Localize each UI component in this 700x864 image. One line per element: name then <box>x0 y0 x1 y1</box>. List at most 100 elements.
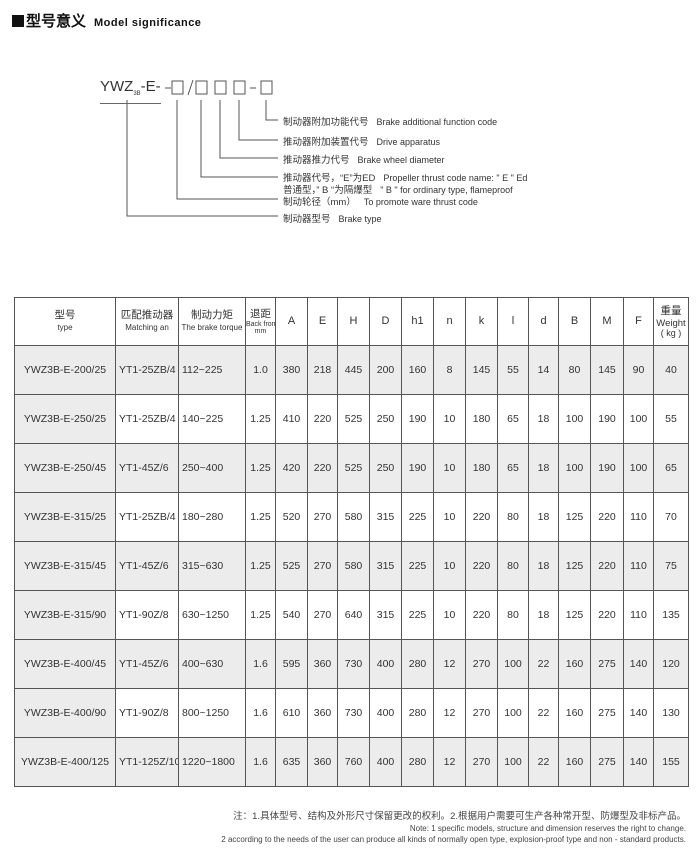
value-cell: 135 <box>653 590 689 640</box>
value-cell: 125 <box>558 590 591 640</box>
value-cell: 225 <box>401 590 434 640</box>
value-cell: 155 <box>653 737 689 787</box>
value-cell: 12 <box>433 688 466 738</box>
value-cell: YT1-25ZB/4 <box>115 492 179 542</box>
value-cell: 140 <box>623 737 654 787</box>
value-cell: 525 <box>337 394 370 444</box>
value-cell: 270 <box>307 492 338 542</box>
value-cell: 315 <box>369 590 402 640</box>
value-cell: 190 <box>590 394 624 444</box>
value-cell: 100 <box>558 443 591 493</box>
value-cell: 525 <box>275 541 308 591</box>
value-cell: 250 <box>369 394 402 444</box>
value-cell: 10 <box>433 394 466 444</box>
value-cell: 160 <box>558 737 591 787</box>
value-cell: 315~630 <box>178 541 246 591</box>
value-cell: 100 <box>623 443 654 493</box>
value-cell: 280 <box>401 688 434 738</box>
value-cell: 1220~1800 <box>178 737 246 787</box>
value-cell: 220 <box>590 541 624 591</box>
model-cell: YWZ3B-E-400/45 <box>14 639 116 689</box>
value-cell: 190 <box>401 394 434 444</box>
value-cell: 1.25 <box>245 443 276 493</box>
value-cell: 100 <box>497 737 529 787</box>
value-cell: 250~400 <box>178 443 246 493</box>
value-cell: 180~280 <box>178 492 246 542</box>
value-cell: 18 <box>528 443 559 493</box>
table-row: YWZ3B-E-315/45 YT1-45Z/6 315~630 1.25 525 270… <box>14 541 689 591</box>
value-cell: 630~1250 <box>178 590 246 640</box>
value-cell: YT1-125Z/10 <box>115 737 179 787</box>
value-cell: 40 <box>653 345 689 395</box>
header-cell: 制动力矩 The brake torque <box>178 297 246 346</box>
header-cell: k <box>465 297 498 346</box>
value-cell: 760 <box>337 737 370 787</box>
value-cell: 400 <box>369 688 402 738</box>
value-cell: 70 <box>653 492 689 542</box>
value-cell: 595 <box>275 639 308 689</box>
label-function-code: 制动器附加功能代号 Brake additional function code <box>283 117 498 128</box>
value-cell: 400 <box>369 737 402 787</box>
value-cell: 10 <box>433 443 466 493</box>
header-cell: M <box>590 297 624 346</box>
value-cell: 800~1250 <box>178 688 246 738</box>
value-cell: 220 <box>590 590 624 640</box>
header-cell: d <box>528 297 559 346</box>
value-cell: 218 <box>307 345 338 395</box>
value-cell: 380 <box>275 345 308 395</box>
label-drive-apparatus: 推动器附加装置代号 Drive apparatus <box>283 137 441 148</box>
value-cell: 635 <box>275 737 308 787</box>
value-cell: 120 <box>653 639 689 689</box>
value-cell: 445 <box>337 345 370 395</box>
value-cell: 8 <box>433 345 466 395</box>
value-cell: 200 <box>369 345 402 395</box>
value-cell: 65 <box>497 394 529 444</box>
value-cell: 140~225 <box>178 394 246 444</box>
value-cell: YT1-45Z/6 <box>115 639 179 689</box>
value-cell: 160 <box>558 639 591 689</box>
value-cell: YT1-90Z/8 <box>115 688 179 738</box>
value-cell: 110 <box>623 590 654 640</box>
value-cell: 55 <box>653 394 689 444</box>
value-cell: 75 <box>653 541 689 591</box>
value-cell: 275 <box>590 688 624 738</box>
table-row: YWZ3B-E-400/45 YT1-45Z/6 400~630 1.6 595 360 7… <box>14 639 689 689</box>
value-cell: 160 <box>558 688 591 738</box>
value-cell: 360 <box>307 639 338 689</box>
value-cell: 10 <box>433 590 466 640</box>
header-cell: B <box>558 297 591 346</box>
table-row: YWZ3B-E-315/25 YT1-25ZB/4 180~280 1.25 520 27… <box>14 492 689 542</box>
value-cell: 190 <box>590 443 624 493</box>
value-cell: 110 <box>623 541 654 591</box>
value-cell: 55 <box>497 345 529 395</box>
value-cell: 10 <box>433 541 466 591</box>
header-cell: 型号 type <box>14 297 116 346</box>
value-cell: 80 <box>497 541 529 591</box>
value-cell: 360 <box>307 737 338 787</box>
table-row: YWZ3B-E-250/25 YT1-25ZB/4 140~225 1.25 410 22… <box>14 394 689 444</box>
value-cell: 420 <box>275 443 308 493</box>
table-row: YWZ3B-E-200/25 YT1-25ZB/4 112~225 1.0 380 218… <box>14 345 689 395</box>
value-cell: 315 <box>369 541 402 591</box>
value-cell: 18 <box>528 590 559 640</box>
value-cell: 225 <box>401 541 434 591</box>
value-cell: 100 <box>497 688 529 738</box>
value-cell: 220 <box>307 443 338 493</box>
header-cell: F <box>623 297 654 346</box>
value-cell: 270 <box>465 688 498 738</box>
value-cell: 270 <box>465 639 498 689</box>
header-cell: D <box>369 297 402 346</box>
value-cell: 18 <box>528 541 559 591</box>
value-cell: 1.6 <box>245 688 276 738</box>
value-cell: 1.25 <box>245 590 276 640</box>
table-row: YWZ3B-E-400/125 YT1-125Z/10 1220~1800 1.6 63… <box>14 737 689 787</box>
value-cell: 275 <box>590 737 624 787</box>
note-cn: 注：1.具体型号、结构及外形尺寸保留更改的权利。2.根据用户需要可生产各种常开型… <box>233 811 686 822</box>
value-cell: 520 <box>275 492 308 542</box>
header-cell: n <box>433 297 466 346</box>
value-cell: 220 <box>590 492 624 542</box>
code-box-wheel <box>171 80 184 95</box>
value-cell: 525 <box>337 443 370 493</box>
